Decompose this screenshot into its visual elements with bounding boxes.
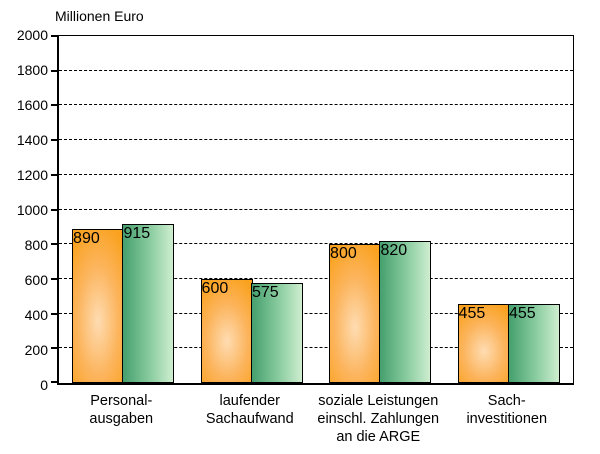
gridline-1200 (59, 173, 573, 175)
y-tick-label-1800: 1800 (16, 62, 48, 78)
y-tick-label-800: 800 (24, 237, 48, 253)
bar-green-category-2: 575 (250, 283, 303, 383)
y-axis-tick-800 (51, 243, 57, 246)
y-axis-tick-2000 (51, 35, 57, 37)
y-tick-label-400: 400 (24, 307, 48, 323)
bar-orange-category-1: 890 (72, 228, 125, 383)
x-category-label-1: Personal-ausgaben (57, 392, 186, 428)
x-category-label-4-line-1: Sach- (487, 393, 526, 409)
y-axis-tick-1000 (51, 208, 57, 211)
y-tick-label-200: 200 (24, 342, 48, 358)
y-axis-tick-400 (51, 312, 57, 315)
y-axis-tick-1400 (51, 139, 57, 142)
y-axis-tick-1800 (51, 69, 57, 72)
x-category-label-4: Sach-investitionen (443, 392, 572, 428)
gridline-200 (59, 347, 573, 349)
y-axis-tick-200 (51, 347, 57, 350)
x-category-label-2-line-2: Sachaufwand (205, 411, 294, 427)
y-axis-title: Millionen Euro (55, 8, 144, 24)
bar-orange-category-2: 600 (200, 278, 253, 383)
bar-orange-category-4: 455 (457, 304, 510, 383)
y-axis-tick-1200 (51, 173, 57, 176)
plot-area: 890 915 600 575 800 820 455 455 (51, 35, 574, 385)
gridline-1000 (59, 208, 573, 210)
gridline-600 (59, 277, 573, 279)
x-category-label-2: laufender Sachaufwand (186, 392, 315, 428)
y-axis-tick-600 (51, 277, 57, 280)
gridline-1800 (59, 69, 573, 71)
bar-green-category-4: 455 (507, 304, 560, 383)
x-category-label-3: soziale Leistungen einschl. Zahlungen an d… (314, 392, 443, 446)
x-category-label-1-line-1: Personal- (90, 393, 153, 409)
x-category-label-3-line-2: einschl. Zahlungen (317, 411, 440, 427)
y-tick-label-0: 0 (40, 377, 48, 393)
y-tick-label-1000: 1000 (16, 202, 48, 218)
y-tick-label-1400: 1400 (16, 132, 48, 148)
bar-orange-category-3: 800 (329, 244, 382, 383)
y-tick-label-2000: 2000 (16, 27, 48, 43)
y-axis-tick-0 (51, 381, 57, 383)
x-category-label-2-line-1: laufender (219, 393, 280, 409)
x-axis-labels: Personal-ausgaben laufender Sachaufwand soz… (57, 392, 574, 452)
y-tick-label-1600: 1600 (16, 97, 48, 113)
bar-green-category-1: 915 (122, 224, 175, 383)
gridline-400 (59, 312, 573, 314)
gridline-1400 (59, 139, 573, 141)
y-axis-tick-1600 (51, 104, 57, 107)
y-axis-labels: 0 200 400 600 800 1000 1200 1400 1600 1800 2000 (0, 27, 48, 393)
y-tick-label-600: 600 (24, 272, 48, 288)
bar-green-category-3: 820 (379, 240, 432, 383)
gridline-800 (59, 243, 573, 245)
x-category-label-4-line-2: investitionen (466, 411, 548, 427)
x-category-label-3-line-3: an die ARGE (336, 429, 421, 445)
x-category-label-1-line-2: ausgaben (89, 411, 154, 427)
x-category-label-3-line-1: soziale Leistungen (318, 393, 439, 409)
y-tick-label-1200: 1200 (16, 167, 48, 183)
gridline-1600 (59, 104, 573, 106)
